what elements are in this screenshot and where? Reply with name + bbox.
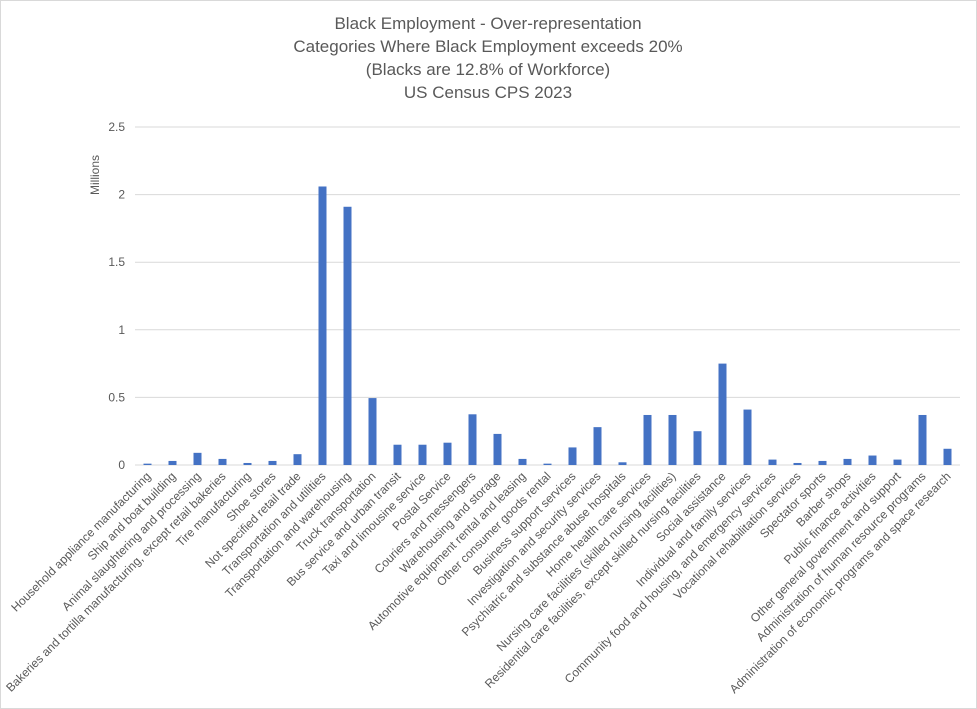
- chart-title-line-3: (Blacks are 12.8% of Workforce): [366, 60, 610, 79]
- bar: [743, 409, 752, 465]
- bar: [643, 414, 652, 465]
- y-tick-label: 2.5: [108, 120, 125, 134]
- bar: [543, 463, 552, 465]
- bar: [268, 460, 277, 465]
- bar: [693, 431, 702, 465]
- chart-title: Black Employment - Over-representation C…: [293, 14, 682, 102]
- bar: [918, 414, 927, 465]
- chart-title-line-4: US Census CPS 2023: [404, 83, 572, 102]
- bar: [418, 444, 427, 465]
- bar: [443, 442, 452, 465]
- bar: [818, 460, 827, 465]
- bar: [843, 458, 852, 465]
- bar: [943, 448, 952, 465]
- y-tick-label: 2: [118, 188, 125, 202]
- y-tick-label: 0: [118, 458, 125, 472]
- bar: [468, 414, 477, 465]
- bar: [568, 447, 577, 465]
- bar: [618, 462, 627, 465]
- bar: [193, 452, 202, 465]
- bar: [668, 414, 677, 465]
- y-axis-label: Millions: [88, 155, 102, 195]
- bar: [593, 427, 602, 465]
- chart-title-line-2: Categories Where Black Employment exceed…: [293, 37, 682, 56]
- bar: [293, 454, 302, 465]
- bar: [793, 462, 802, 465]
- bar: [493, 433, 502, 465]
- bar: [343, 206, 352, 465]
- bar: [318, 186, 327, 465]
- bar: [893, 459, 902, 465]
- bar: [768, 459, 777, 465]
- bar: [143, 463, 152, 465]
- chart-title-line-1: Black Employment - Over-representation: [334, 14, 641, 33]
- bar: [368, 398, 377, 465]
- bar: [868, 455, 877, 465]
- bar: [518, 458, 527, 465]
- bar: [393, 444, 402, 465]
- bar: [218, 458, 227, 465]
- bar: [243, 462, 252, 465]
- y-tick-label: 1.5: [108, 255, 125, 269]
- bar: [168, 460, 177, 465]
- y-tick-label: 0.5: [108, 390, 125, 404]
- y-tick-label: 1: [118, 323, 125, 337]
- bar: [718, 363, 727, 465]
